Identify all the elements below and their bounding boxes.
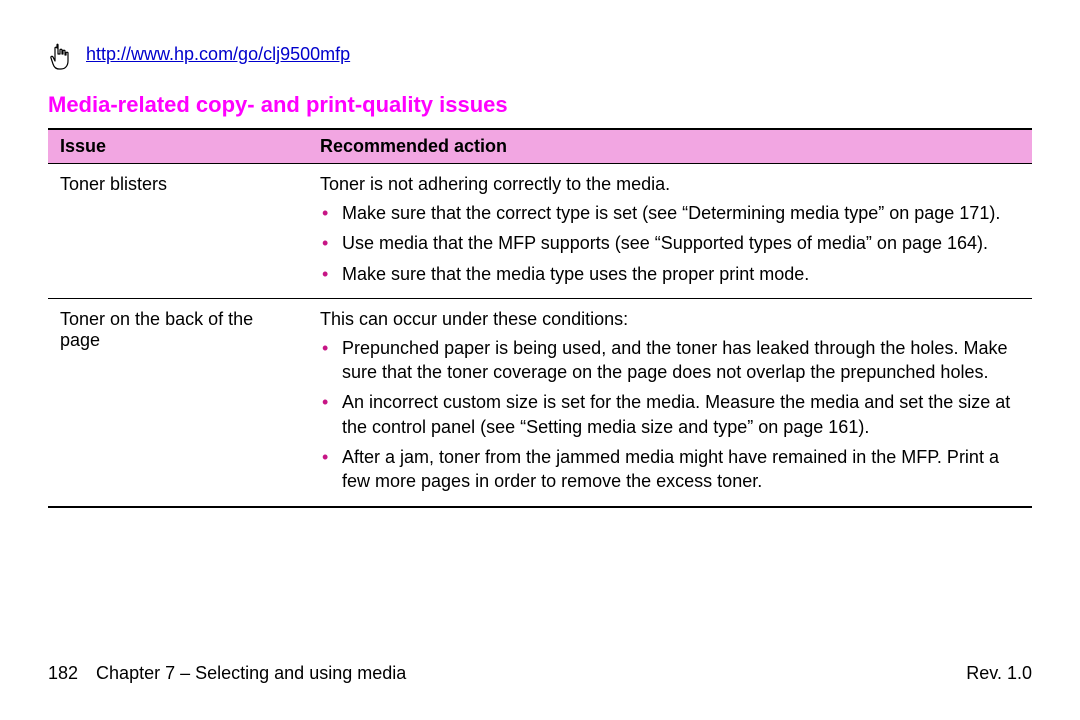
section-title: Media-related copy- and print-quality is… — [48, 92, 1032, 118]
table-header-row: Issue Recommended action — [48, 129, 1032, 164]
page-footer: 182 Chapter 7 – Selecting and using medi… — [48, 663, 1032, 684]
action-intro: Toner is not adhering correctly to the m… — [320, 174, 1020, 195]
page-number: 182 — [48, 663, 78, 684]
chapter-label: Chapter 7 – Selecting and using media — [96, 663, 406, 684]
cell-action: Toner is not adhering correctly to the m… — [308, 164, 1032, 299]
action-list: Prepunched paper is being used, and the … — [320, 336, 1020, 494]
action-item: Use media that the MFP supports (see “Su… — [320, 231, 1020, 255]
pointer-icon — [48, 42, 72, 72]
issues-table: Issue Recommended action Toner blisters … — [48, 128, 1032, 508]
action-item: After a jam, toner from the jammed media… — [320, 445, 1020, 494]
table-row: Toner blisters Toner is not adhering cor… — [48, 164, 1032, 299]
cell-issue: Toner on the back of the page — [48, 298, 308, 506]
header-row: http://www.hp.com/go/clj9500mfp — [48, 44, 1032, 72]
document-page: http://www.hp.com/go/clj9500mfp Media-re… — [0, 0, 1080, 720]
action-item: An incorrect custom size is set for the … — [320, 390, 1020, 439]
col-header-action: Recommended action — [308, 129, 1032, 164]
footer-left: 182 Chapter 7 – Selecting and using medi… — [48, 663, 406, 684]
col-header-issue: Issue — [48, 129, 308, 164]
action-list: Make sure that the correct type is set (… — [320, 201, 1020, 286]
cell-action: This can occur under these conditions: P… — [308, 298, 1032, 506]
action-item: Prepunched paper is being used, and the … — [320, 336, 1020, 385]
header-url-link[interactable]: http://www.hp.com/go/clj9500mfp — [86, 44, 350, 65]
table-row: Toner on the back of the page This can o… — [48, 298, 1032, 506]
cell-issue: Toner blisters — [48, 164, 308, 299]
action-item: Make sure that the media type uses the p… — [320, 262, 1020, 286]
revision-label: Rev. 1.0 — [966, 663, 1032, 684]
action-item: Make sure that the correct type is set (… — [320, 201, 1020, 225]
action-intro: This can occur under these conditions: — [320, 309, 1020, 330]
